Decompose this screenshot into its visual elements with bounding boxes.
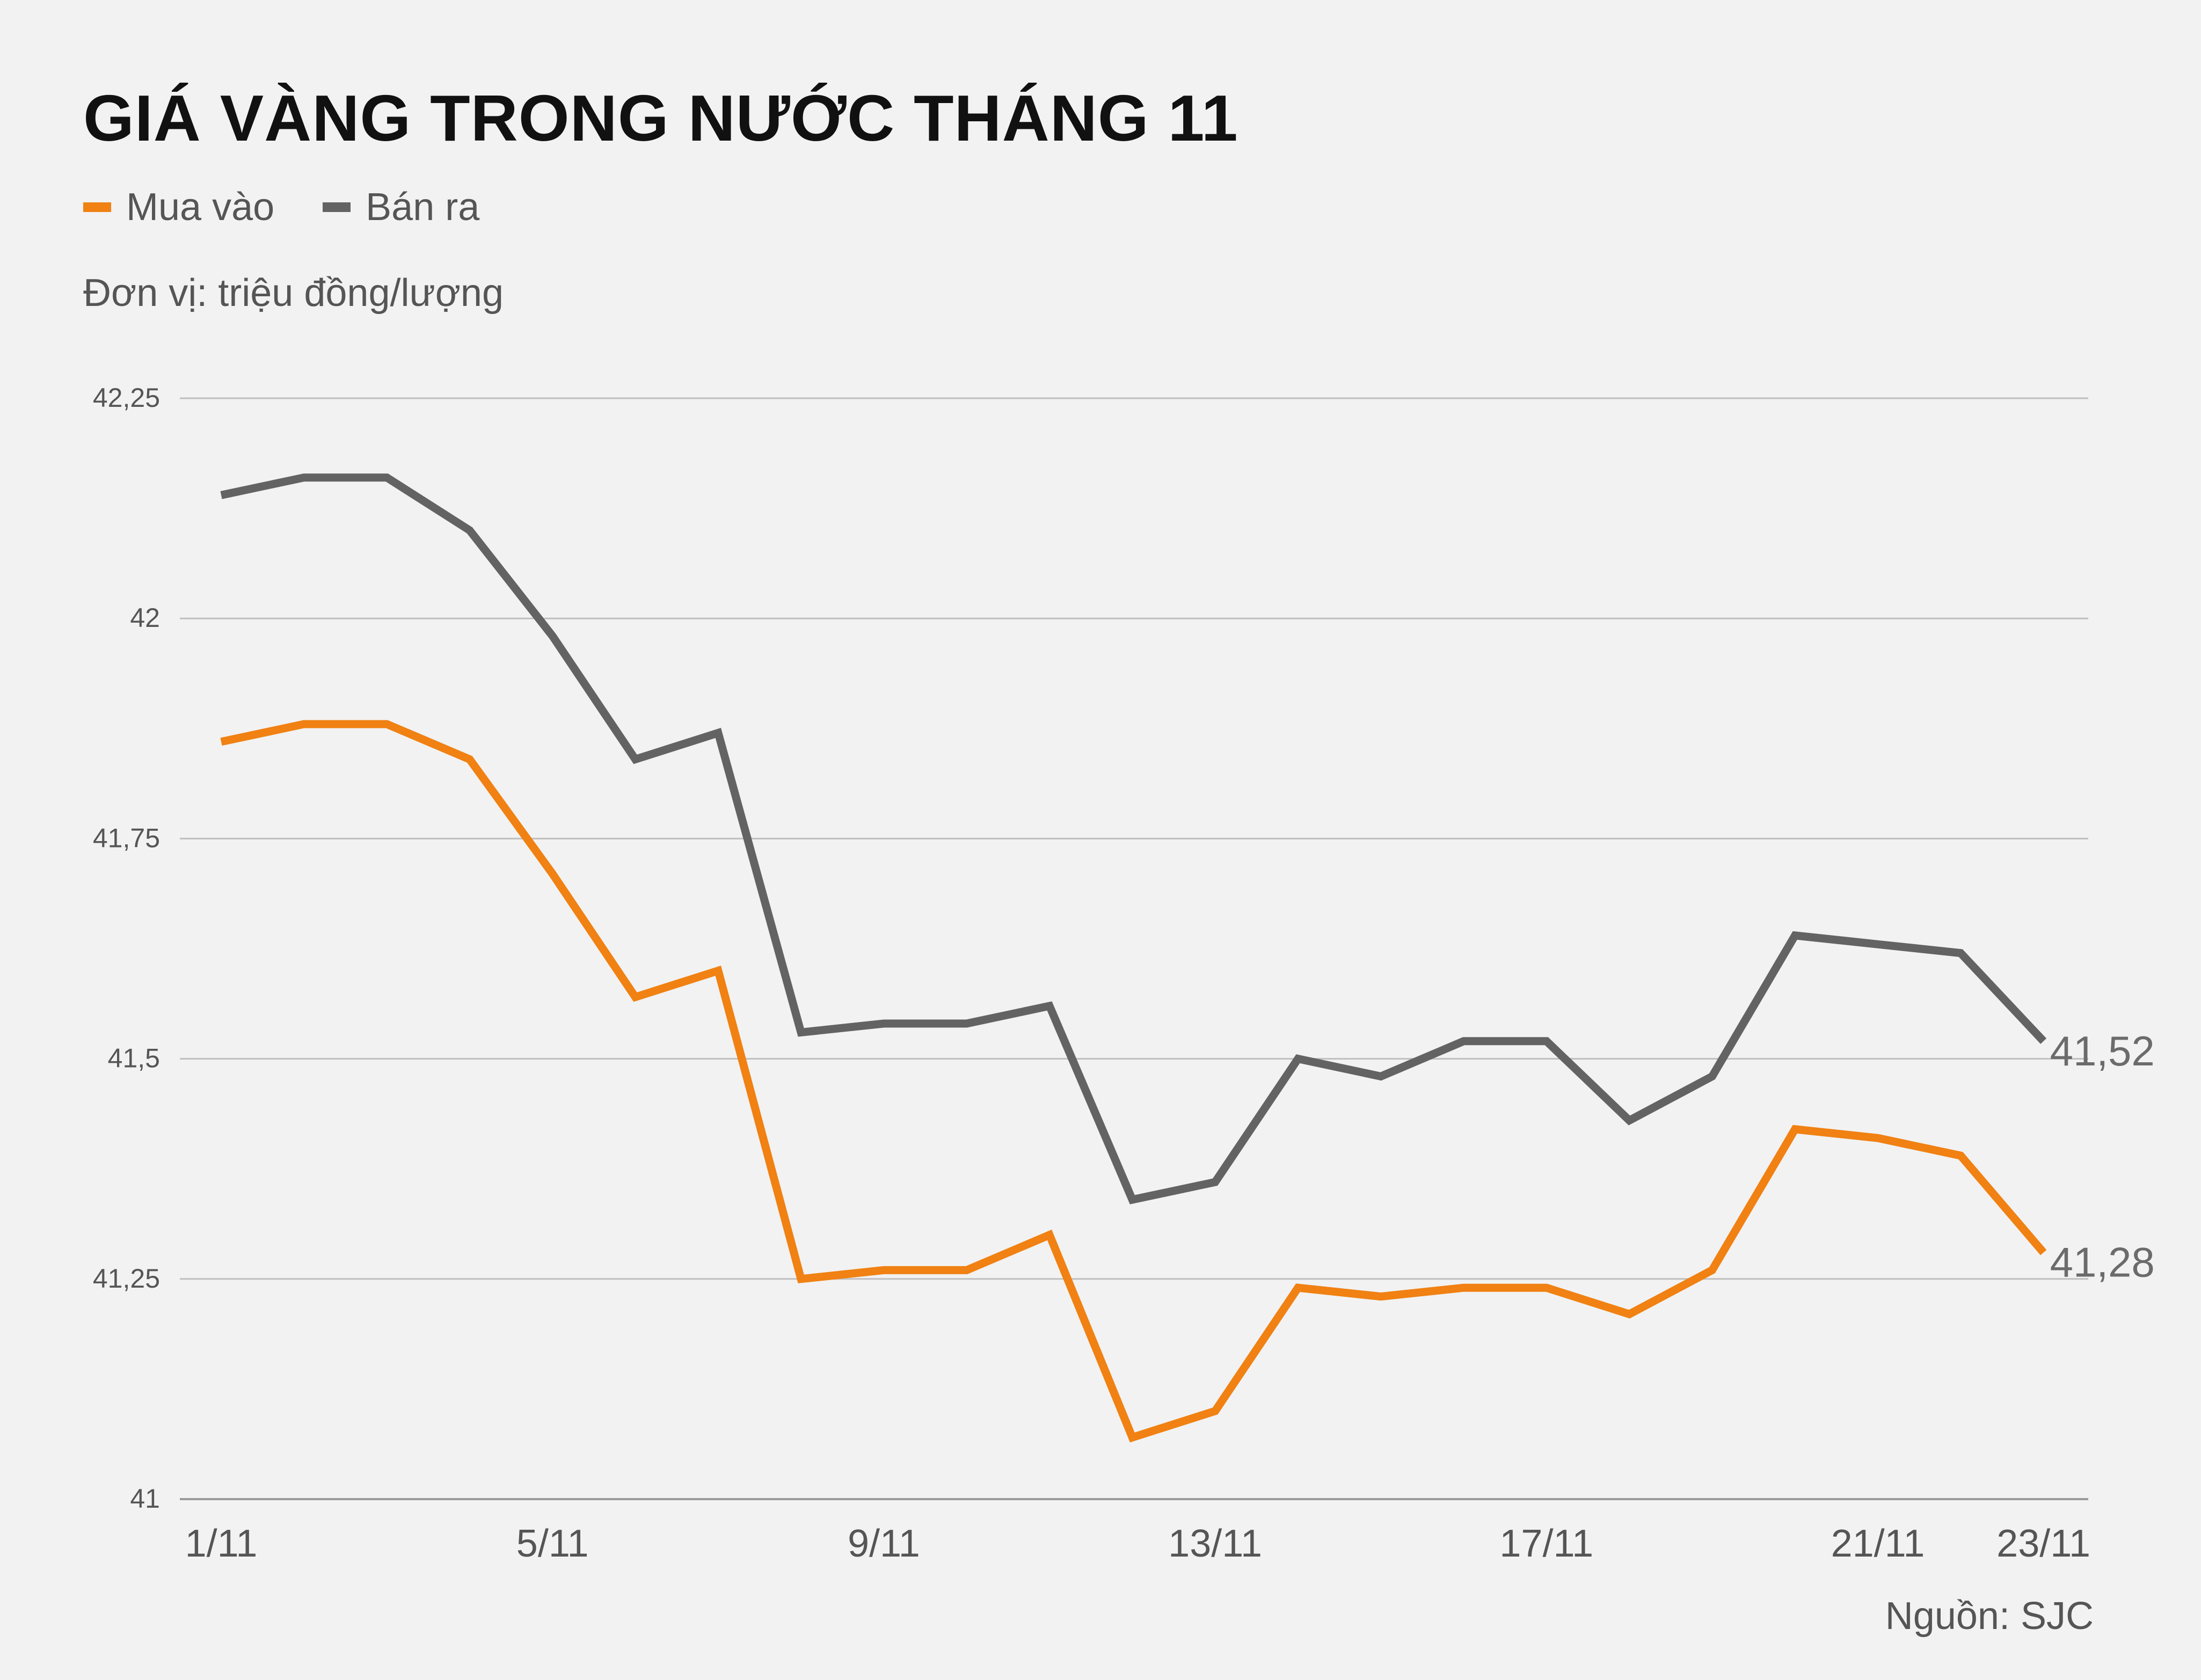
legend-item-mua-vao: Mua vào: [83, 185, 274, 229]
y-tick-label: 41: [130, 1484, 160, 1514]
y-tick-label: 42,25: [93, 383, 160, 413]
legend-swatch-ban-ra: [323, 202, 351, 212]
x-tick-label: 17/11: [1499, 1522, 1593, 1565]
end-label-ban-ra: 41,52: [2050, 1027, 2155, 1075]
x-tick-label: 23/11: [1996, 1522, 2090, 1565]
y-tick-label: 41,25: [93, 1263, 160, 1294]
x-tick-label: 9/11: [848, 1522, 920, 1565]
series-line-ban-ra: [220, 473, 2047, 1204]
x-tick-label: 1/11: [185, 1522, 258, 1565]
series-line-mua-vao: [220, 720, 2047, 1443]
legend-item-ban-ra: Bán ra: [323, 185, 479, 229]
y-tick-label: 41,5: [108, 1043, 160, 1073]
x-tick-label: 21/11: [1831, 1522, 1925, 1565]
x-tick-label: 5/11: [516, 1522, 589, 1565]
legend-label-mua-vao: Mua vào: [126, 186, 275, 229]
y-tick-label: 41,75: [93, 823, 160, 853]
source-label: Nguồn: SJC: [1885, 1595, 2094, 1638]
chart-legend: Mua vào Bán ra: [83, 185, 528, 229]
unit-label: Đơn vị: triệu đồng/lượng: [83, 272, 504, 315]
end-label-mua-vao: 41,28: [2050, 1239, 2155, 1286]
legend-swatch-mua-vao: [83, 202, 111, 212]
legend-label-ban-ra: Bán ra: [366, 186, 480, 229]
x-tick-label: 13/11: [1168, 1522, 1262, 1565]
y-tick-label: 42: [130, 603, 160, 633]
chart-title: GIÁ VÀNG TRONG NƯỚC THÁNG 11: [83, 82, 1238, 155]
